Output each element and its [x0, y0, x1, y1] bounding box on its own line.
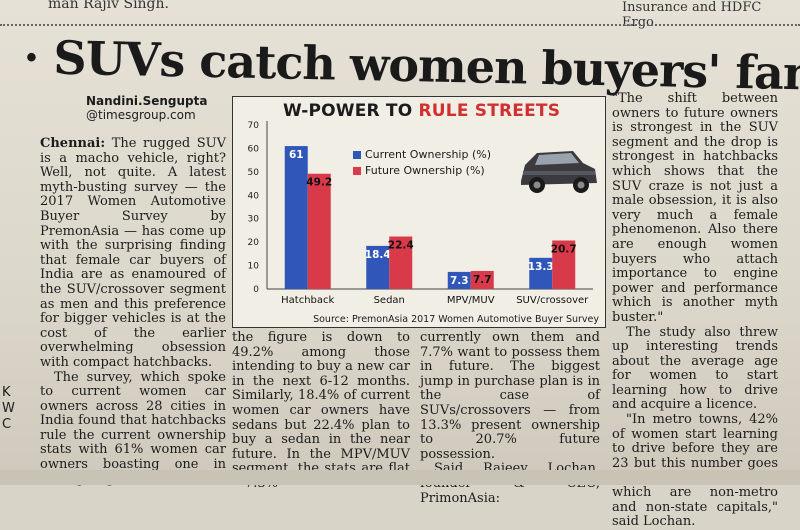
- legend-item-future: Future Ownership (%): [353, 163, 491, 179]
- chart-title: W-POWER TO RULE STREETS: [283, 101, 560, 121]
- chart-title-part2: RULE STREETS: [418, 101, 561, 121]
- data-label: 13.3: [528, 261, 554, 273]
- bottom-edge: [0, 470, 800, 485]
- y-tick-label: 50: [248, 168, 260, 178]
- data-label: 20.7: [551, 244, 577, 256]
- data-label: 7.3: [450, 275, 469, 287]
- bar-future: [389, 236, 413, 289]
- y-tick-label: 70: [248, 121, 260, 131]
- top-strip: man Rajiv Singh. Insurance and HDFC Ergo…: [0, 0, 800, 30]
- legend-swatch-current: [353, 151, 361, 159]
- data-label: 61: [289, 149, 304, 161]
- y-tick-label: 20: [248, 238, 260, 248]
- margin-letter: W: [2, 401, 15, 416]
- article-column-4: "The shift between owners to future owne…: [612, 91, 778, 530]
- bar-future: [552, 240, 576, 289]
- dateline: Chennai:: [40, 136, 106, 151]
- chart-source: Source: PremonAsia 2017 Women Automotive…: [313, 314, 599, 325]
- bar-current: [366, 245, 390, 289]
- paragraph: The survey, which spoke to current women…: [40, 369, 226, 487]
- article-column-3: currently own them and 7.7% want to poss…: [420, 330, 600, 506]
- data-label: 49.2: [306, 177, 332, 189]
- margin-letter: K: [2, 385, 11, 400]
- y-tick-label: 40: [248, 191, 260, 201]
- data-label: 18.4: [365, 249, 391, 261]
- bar-future: [307, 173, 331, 289]
- bar-current: [529, 257, 553, 289]
- byline-name: Nandini.Sengupta: [86, 94, 208, 108]
- paragraph: the figure is down to 49.2% among those …: [232, 330, 410, 490]
- adjacent-article-fragment: Insurance and HDFC Ergo.: [622, 0, 762, 30]
- bar-future: [470, 270, 494, 289]
- byline-email: @timesgroup.com: [86, 108, 196, 122]
- bar-chart: 0 10 20 30 40 50 60 70 61 49.2 Hatchback 18.422.4 Se…: [248, 121, 593, 306]
- x-tick-label: Hatchback: [281, 295, 334, 306]
- x-tick-label: MPV/MUV: [447, 295, 495, 306]
- chart-title-part1: W-POWER TO: [283, 101, 413, 121]
- paragraph-text: The rugged SUV is a macho vehicle, right…: [40, 136, 226, 370]
- y-tick-label: 60: [248, 144, 260, 154]
- y-tick-label: 30: [248, 215, 260, 225]
- headline: · SUVs catch women buyers' fancy: [22, 30, 800, 102]
- suv-car-illustration: [521, 151, 597, 193]
- bar-current: [447, 271, 471, 289]
- paragraph: Chennai: The rugged SUV is a macho vehic…: [40, 136, 226, 371]
- article-column-2: the figure is down to 49.2% among those …: [232, 330, 410, 492]
- chart-box: W-POWER TO RULE STREETS 0 10 20 30 40 50 60 70 6…: [232, 96, 606, 328]
- dotted-divider: [0, 24, 800, 26]
- legend-label-future: Future Ownership (%): [365, 164, 485, 177]
- x-tick-label: SUV/crossover: [516, 295, 589, 306]
- paragraph: "The shift between owners to future owne…: [612, 91, 778, 325]
- x-tick-label: Sedan: [374, 295, 405, 306]
- byline: Nandini.Sengupta @timesgroup.com: [86, 94, 207, 122]
- previous-article-fragment: man Rajiv Singh.: [48, 0, 169, 12]
- data-label: 22.4: [388, 240, 414, 252]
- margin-letter: C: [2, 417, 12, 432]
- chart-legend: Current Ownership (%) Future Ownership (…: [353, 147, 491, 179]
- data-label: 7.7: [473, 274, 492, 286]
- paragraph: currently own them and 7.7% want to poss…: [420, 330, 600, 462]
- legend-item-current: Current Ownership (%): [353, 147, 491, 163]
- legend-label-current: Current Ownership (%): [365, 148, 492, 161]
- paragraph: The study also threw up interesting tren…: [612, 324, 778, 413]
- y-tick-label: 0: [253, 285, 259, 295]
- article-column-1: Chennai: The rugged SUV is a macho vehic…: [40, 136, 226, 487]
- headline-bullet: ·: [22, 30, 55, 85]
- bar-current: [284, 146, 308, 289]
- margin-letters: K W C: [2, 385, 15, 433]
- legend-swatch-future: [353, 167, 361, 175]
- y-tick-label: 10: [248, 262, 260, 272]
